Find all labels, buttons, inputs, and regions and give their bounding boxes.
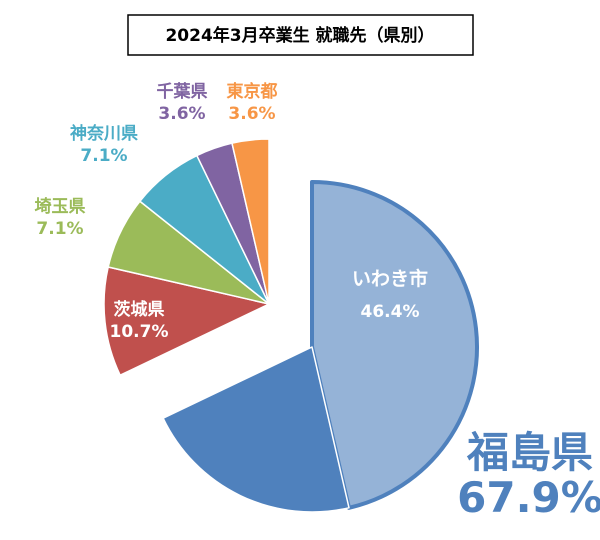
pie-slices (103, 138, 479, 513)
slice-value-label-4: 7.1% (36, 219, 83, 239)
pie-slice-7 (231, 138, 270, 305)
slice-value-label-7: 3.6% (228, 104, 275, 124)
slice-label-3: 茨城県 (114, 299, 165, 320)
slice-label-5: 神奈川県 (70, 123, 138, 144)
group-value-label: 67.9% (457, 473, 600, 522)
chart-title-text: 2024年3月卒業生 就職先（県別） (165, 25, 434, 46)
slice-value-label-1: 46.4% (361, 302, 420, 322)
slice-label-4: 埼玉県 (35, 196, 86, 217)
chart-title: 2024年3月卒業生 就職先（県別） (127, 14, 474, 56)
slice-label-6: 千葉県 (157, 81, 208, 102)
title-box (127, 14, 474, 56)
pie-slice-2 (162, 346, 350, 513)
slice-value-label-6: 3.6% (158, 104, 205, 124)
group-label: 福島県 (466, 428, 593, 477)
slice-label-7: 東京都 (227, 81, 278, 102)
fukushima-annotation: 福島県 67.9% (457, 428, 600, 522)
pie-slice-1 (310, 180, 479, 510)
slice-label-1: いわき市 (352, 267, 428, 290)
slice-value-label-3: 10.7% (110, 322, 169, 342)
pie-slice-3 (103, 266, 270, 376)
slice-labels: いわき市46.4%茨城県10.7%埼玉県7.1%神奈川県7.1%千葉県3.6%東… (35, 81, 429, 342)
slice-value-label-5: 7.1% (80, 146, 127, 166)
